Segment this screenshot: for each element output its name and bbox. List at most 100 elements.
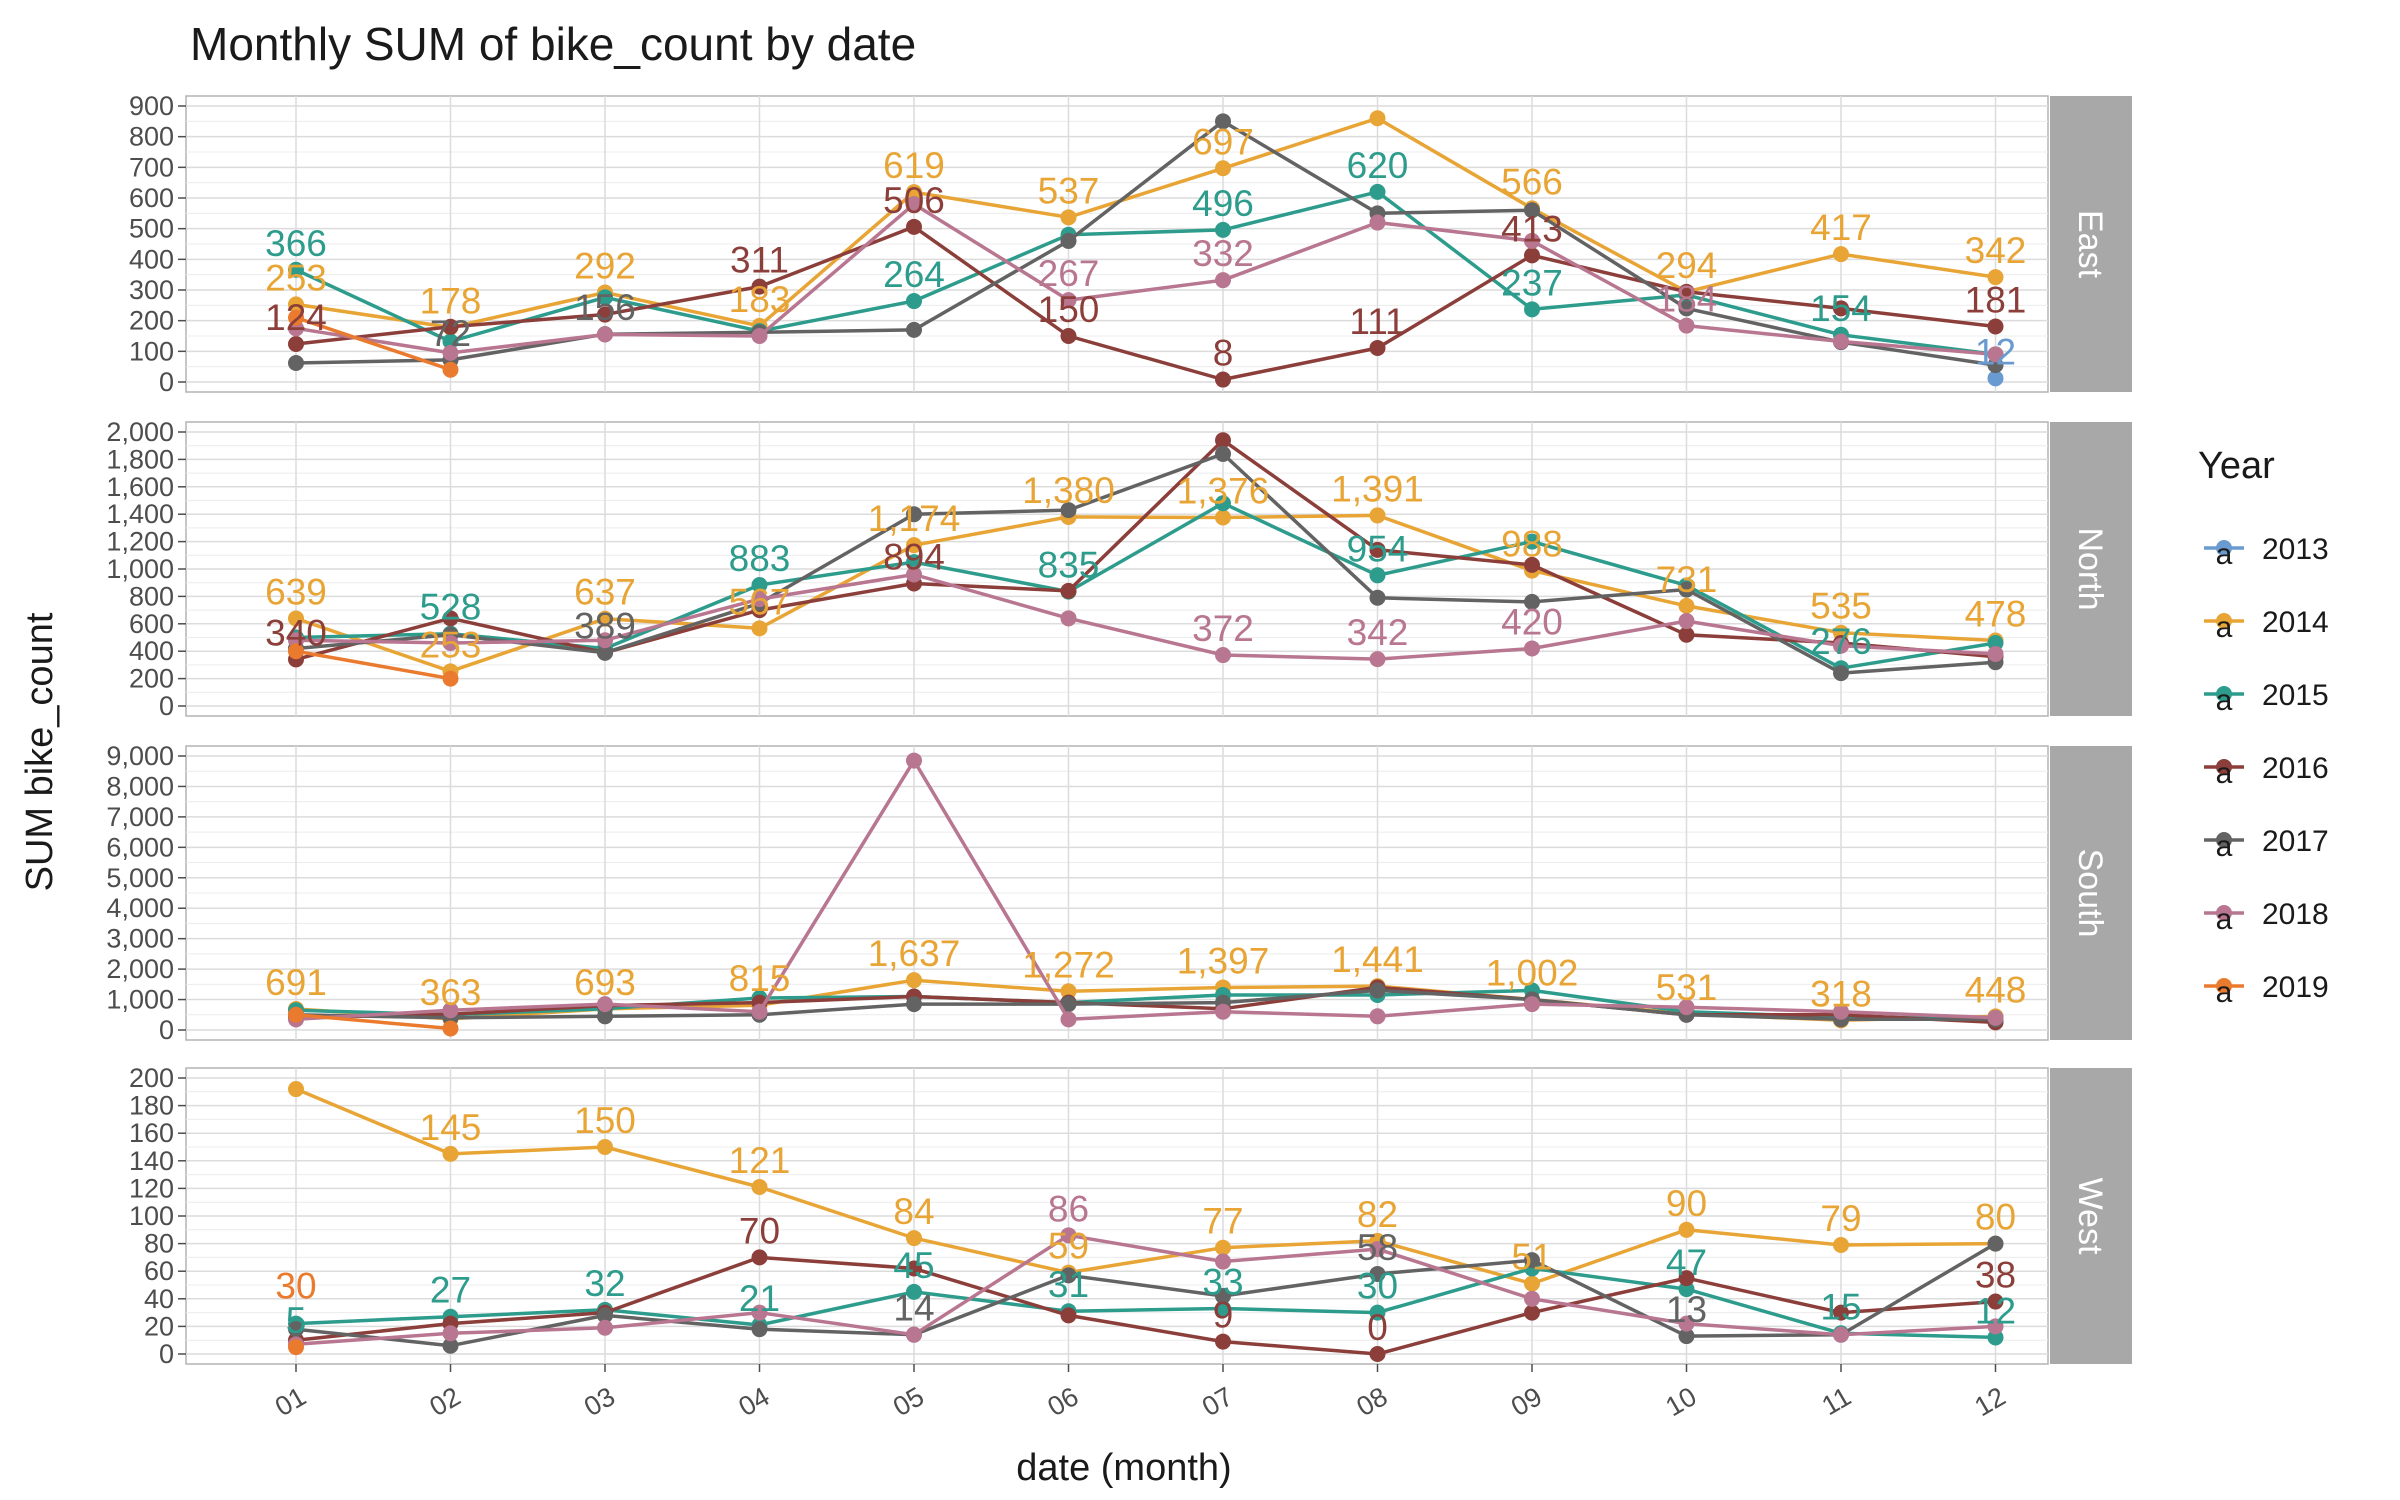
data-point (1060, 996, 1077, 1013)
data-point (1369, 651, 1386, 668)
data-label: 567 (729, 581, 791, 622)
data-label: 33 (1202, 1261, 1243, 1302)
data-point (597, 996, 613, 1013)
data-point (288, 1321, 304, 1338)
data-label: 156 (574, 287, 636, 328)
y-tick-label: 1,800 (106, 444, 174, 474)
data-label: 253 (265, 257, 327, 298)
series-line (295, 1233, 1996, 1347)
data-point (1678, 300, 1695, 317)
series-2019-east (288, 309, 459, 378)
series-line (295, 1266, 1996, 1340)
legend-key-point (2216, 832, 2232, 848)
data-point (442, 344, 459, 361)
data-point (1987, 318, 2004, 335)
data-point (288, 632, 304, 649)
data-point (1833, 333, 1849, 350)
data-point (288, 309, 304, 326)
data-point (1369, 567, 1386, 584)
data-point (906, 196, 922, 213)
series-line (295, 758, 1996, 1022)
data-point (288, 1006, 304, 1023)
data-point (1524, 232, 1540, 249)
data-point (442, 610, 459, 627)
y-tick-label: 300 (129, 275, 174, 305)
data-label: 340 (265, 612, 327, 653)
y-tick-label: 5,000 (106, 863, 174, 893)
data-point (1678, 626, 1695, 643)
data-point (1833, 1304, 1849, 1321)
data-point (288, 610, 304, 627)
data-label: 528 (420, 587, 482, 628)
data-label: 27 (430, 1270, 471, 1311)
legend-item-2019: a 2019 (2204, 971, 2329, 1009)
data-label: 342 (1347, 612, 1409, 653)
data-point (1060, 983, 1077, 1000)
panel-north: 02004006008001,0001,2001,4001,6001,8002,… (106, 417, 2132, 721)
data-label: 5 (286, 1300, 307, 1341)
data-point (1524, 202, 1540, 219)
data-point (1369, 1265, 1386, 1282)
facet-strip-label: North (2071, 527, 2109, 610)
legend-item-2014: a 2014 (2204, 606, 2329, 644)
data-point (906, 972, 922, 989)
y-tick-label: 8,000 (106, 771, 174, 801)
series-2018-north (288, 566, 2004, 668)
data-point (288, 1081, 304, 1098)
series-2018-south (288, 752, 2004, 1028)
data-point (906, 321, 922, 338)
data-point (1678, 1281, 1695, 1298)
y-tick-label: 3,000 (106, 924, 174, 954)
y-tick-label: 0 (159, 1339, 174, 1369)
data-point (1833, 637, 1849, 654)
data-label: 237 (1501, 262, 1563, 303)
y-tick-label: 400 (129, 244, 174, 274)
data-point (906, 537, 922, 554)
panel-south: 01,0002,0003,0004,0005,0006,0007,0008,00… (106, 741, 2132, 1045)
legend-key-glyph: a (2216, 757, 2233, 790)
data-label: 537 (1038, 170, 1100, 211)
data-label: 318 (1810, 973, 1872, 1014)
legend-key-point (2216, 759, 2232, 775)
data-point (442, 1145, 459, 1162)
data-label: 8 (1213, 333, 1234, 374)
data-label: 639 (265, 571, 327, 612)
data-point (1369, 1346, 1386, 1362)
data-point (288, 354, 304, 371)
data-point (1678, 1270, 1695, 1287)
data-point (1369, 214, 1386, 231)
series-line (295, 202, 1996, 357)
y-tick-label: 60 (144, 1256, 174, 1286)
facet-strip-label: East (2071, 210, 2109, 279)
y-tick-label: 0 (159, 367, 174, 397)
data-point (1987, 346, 2004, 363)
data-point (1215, 371, 1231, 388)
data-label: 731 (1656, 559, 1718, 600)
data-label: 311 (730, 240, 789, 281)
data-point (1678, 999, 1695, 1016)
series-line (295, 315, 452, 372)
legend-label: 2017 (2262, 825, 2329, 858)
legend-item-2017: a 2017 (2204, 825, 2329, 863)
data-point (906, 218, 922, 235)
legend-title: Year (2198, 445, 2275, 487)
data-point (1678, 581, 1695, 598)
data-point (1524, 1290, 1540, 1307)
data-point (906, 752, 922, 769)
data-label: 181 (1965, 279, 2027, 320)
data-label: 389 (574, 606, 636, 647)
legend-key-point (2216, 905, 2232, 921)
data-point (1215, 160, 1231, 177)
data-label: 86 (1048, 1188, 1089, 1229)
y-tick-label: 1,000 (106, 554, 174, 584)
series-line (295, 1013, 451, 1031)
data-point (1369, 1241, 1386, 1258)
legend-item-2015: a 2015 (2204, 679, 2329, 717)
data-label: 12 (1975, 1290, 2016, 1331)
data-point (288, 335, 304, 352)
series-line (295, 988, 1996, 1020)
data-point (597, 326, 613, 343)
data-point (751, 1304, 768, 1321)
data-point (1524, 640, 1540, 657)
